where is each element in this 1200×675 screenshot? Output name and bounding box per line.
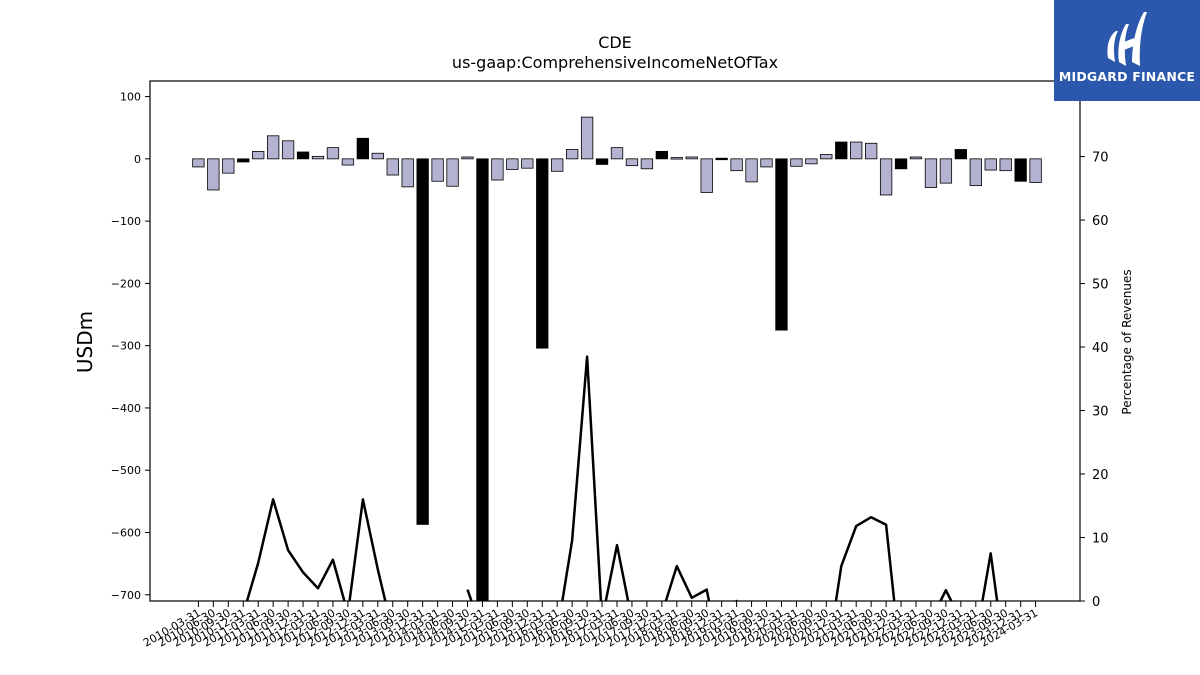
bar bbox=[296, 151, 310, 160]
bar bbox=[551, 158, 564, 172]
bar bbox=[865, 142, 878, 160]
bar bbox=[491, 158, 504, 181]
y2-tick-label: 70 bbox=[1092, 151, 1109, 166]
bar bbox=[446, 158, 459, 187]
bar bbox=[252, 150, 265, 160]
bar bbox=[401, 158, 414, 188]
bar bbox=[775, 158, 788, 331]
y2-tick-label: 10 bbox=[1092, 532, 1109, 547]
y2-tick-label: 30 bbox=[1092, 405, 1109, 420]
y-tick-label: −100 bbox=[111, 215, 141, 228]
bar bbox=[311, 155, 325, 160]
plot-frame bbox=[149, 80, 1081, 602]
bar bbox=[580, 116, 594, 160]
bar bbox=[835, 141, 848, 160]
bar bbox=[237, 158, 250, 163]
chart-title: CDE bbox=[598, 33, 632, 52]
bar bbox=[984, 158, 997, 171]
y-tick-label: −400 bbox=[111, 402, 141, 415]
bar bbox=[356, 137, 370, 160]
y2-axis-label: Percentage of Revenues bbox=[1120, 269, 1134, 414]
bar bbox=[909, 156, 923, 160]
bar bbox=[625, 158, 639, 167]
brand-logo: MIDGARD FINANCE bbox=[1054, 0, 1200, 101]
bar bbox=[999, 158, 1012, 172]
bar bbox=[610, 147, 624, 160]
bar bbox=[371, 152, 384, 160]
bar bbox=[1014, 158, 1027, 182]
bar bbox=[924, 158, 938, 188]
bar bbox=[640, 158, 654, 170]
bar bbox=[879, 158, 893, 196]
midgard-logo-icon bbox=[1107, 12, 1147, 66]
bar bbox=[536, 158, 549, 349]
bar bbox=[281, 140, 295, 160]
y-tick-label: 0 bbox=[134, 153, 141, 166]
bar bbox=[894, 158, 908, 170]
y-tick-label: −600 bbox=[111, 526, 141, 539]
chart-subtitle: us-gaap:ComprehensiveIncomeNetOfTax bbox=[452, 53, 778, 72]
bar bbox=[655, 150, 668, 160]
bar bbox=[760, 158, 773, 168]
y-tick-label: −500 bbox=[111, 464, 141, 477]
y2-tick-label: 0 bbox=[1092, 595, 1100, 610]
bar bbox=[521, 158, 534, 169]
bar bbox=[416, 158, 429, 525]
y-axis-label: USDm bbox=[73, 311, 97, 373]
series-line bbox=[245, 355, 999, 601]
bar bbox=[715, 157, 728, 161]
bar bbox=[386, 158, 399, 176]
bar bbox=[476, 158, 489, 601]
bar bbox=[685, 156, 698, 160]
bar bbox=[207, 158, 220, 191]
bar bbox=[969, 158, 982, 187]
y2-tick-label: 40 bbox=[1092, 341, 1109, 356]
bar bbox=[222, 158, 235, 174]
plot-area: 1000−100−200−300−400−500−600−70070605040… bbox=[111, 80, 1109, 650]
y2-tick-label: 20 bbox=[1092, 468, 1109, 483]
y-tick-label: −300 bbox=[111, 340, 141, 353]
bar bbox=[954, 149, 967, 160]
bar bbox=[595, 158, 609, 165]
bar bbox=[670, 157, 683, 160]
bar bbox=[850, 141, 863, 160]
bar bbox=[461, 156, 474, 160]
bar bbox=[266, 135, 280, 160]
bar bbox=[939, 158, 953, 184]
brand-logo-text: MIDGARD FINANCE bbox=[1058, 69, 1196, 84]
bar bbox=[730, 158, 743, 172]
bar bbox=[506, 158, 519, 170]
bar bbox=[745, 158, 758, 183]
bar bbox=[566, 149, 579, 160]
y-tick-label: −700 bbox=[111, 589, 141, 602]
bar bbox=[805, 158, 818, 165]
bar bbox=[1029, 158, 1042, 183]
y2-tick-label: 50 bbox=[1092, 278, 1109, 293]
bar bbox=[790, 158, 803, 167]
y-tick-label: 100 bbox=[120, 91, 141, 104]
bar bbox=[341, 158, 355, 166]
y2-tick-label: 60 bbox=[1092, 214, 1109, 229]
bar bbox=[192, 158, 205, 168]
bar bbox=[820, 154, 833, 160]
bar bbox=[326, 147, 340, 160]
y-tick-label: −200 bbox=[111, 277, 141, 290]
bar bbox=[700, 158, 713, 193]
bar bbox=[431, 158, 444, 182]
